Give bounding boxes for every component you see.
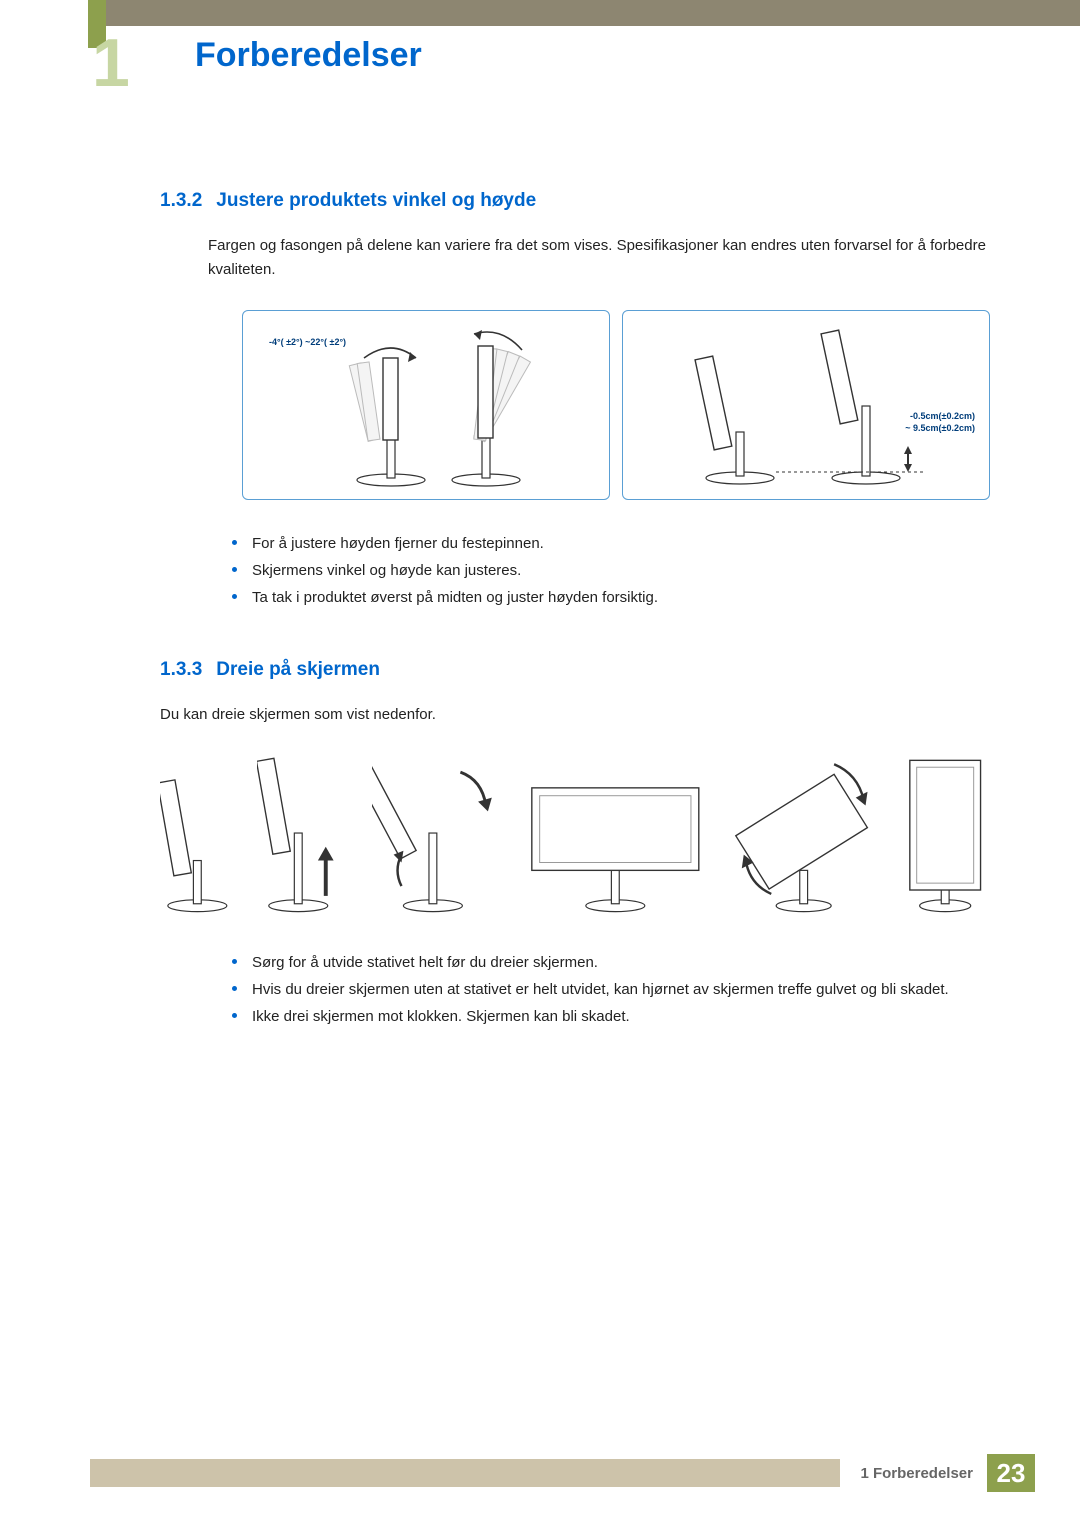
height-diagram-icon <box>676 320 936 490</box>
figure-row-angle-height: -4°( ±2°) ~22°( ±2°) <box>242 310 990 500</box>
section-title: Dreie på skjermen <box>216 659 380 680</box>
figure-height-label-b: ~ 9.5cm(±0.2cm) <box>905 423 975 433</box>
section-title: Justere produktets vinkel og høyde <box>216 190 536 211</box>
header-bar <box>106 0 1080 26</box>
section-intro: Du kan dreie skjermen som vist nedenfor. <box>160 703 990 727</box>
page-content: 1.3.2Justere produktets vinkel og høyde … <box>160 190 990 1068</box>
figure-tilt-label: -4°( ±2°) ~22°( ±2°) <box>269 337 346 347</box>
tilt-diagram-icon <box>316 320 536 490</box>
section-number: 1.3.2 <box>160 190 202 211</box>
rotate-step4-icon <box>522 755 709 915</box>
list-item: Hvis du dreier skjermen uten at stativet… <box>224 976 990 1003</box>
list-item: Ta tak i produktet øverst på midten og j… <box>224 584 990 611</box>
list-item: Skjermens vinkel og høyde kan justeres. <box>224 557 990 584</box>
page-footer: 1 Forberedelser 23 <box>90 1454 1035 1492</box>
section-number: 1.3.3 <box>160 659 202 680</box>
figure-height-label-a: -0.5cm(±0.2cm) <box>910 411 975 421</box>
chapter-title: Forberedelser <box>195 36 422 75</box>
section-heading-132: 1.3.2 Justere produktets vinkel og høyde <box>160 190 990 212</box>
rotation-figure-row <box>160 755 990 915</box>
figure-tilt: -4°( ±2°) ~22°( ±2°) <box>242 310 610 500</box>
rotate-step6-icon <box>900 755 990 915</box>
section-intro: Fargen og fasongen på delene kan variere… <box>208 234 990 282</box>
footer-page-number: 23 <box>987 1454 1035 1492</box>
rotate-step5-icon <box>730 755 877 915</box>
footer-bar <box>90 1459 840 1487</box>
list-item: For å justere høyden fjerner du festepin… <box>224 530 990 557</box>
chapter-number: 1 <box>92 24 130 102</box>
section-heading-133: 1.3.3 Dreie på skjermen <box>160 659 990 681</box>
rotate-step2-icon <box>257 755 350 915</box>
rotate-step1-icon <box>160 755 235 915</box>
figure-height: -0.5cm(±0.2cm) ~ 9.5cm(±0.2cm) <box>622 310 990 500</box>
list-item: Sørg for å utvide stativet helt før du d… <box>224 949 990 976</box>
bullet-list-132: For å justere høyden fjerner du festepin… <box>224 530 990 611</box>
list-item: Ikke drei skjermen mot klokken. Skjermen… <box>224 1003 990 1030</box>
bullet-list-133: Sørg for å utvide stativet helt før du d… <box>224 949 990 1030</box>
footer-chapter-label: 1 Forberedelser <box>840 1465 987 1482</box>
rotate-step3-icon <box>372 755 500 915</box>
